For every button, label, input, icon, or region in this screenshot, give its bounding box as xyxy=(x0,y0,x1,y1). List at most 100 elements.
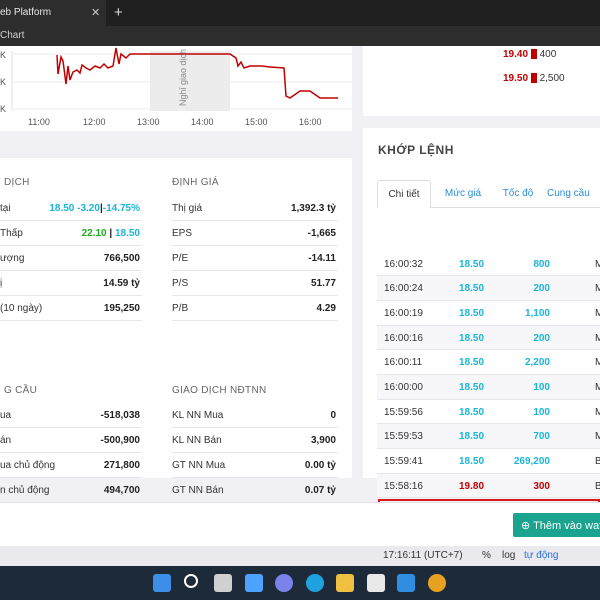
trade-side: M xyxy=(595,283,600,295)
stats-panel: DỊCH ĐỊNH GIÁ tại 18.50 -3.20|-14.75% Th… xyxy=(0,158,352,496)
intraday-chart: K K K Nghỉ giao dịch 11:00 12:00 13:00 1… xyxy=(0,47,352,127)
auto-toggle[interactable]: tự động xyxy=(524,550,559,561)
chrome-icon[interactable] xyxy=(427,574,446,592)
stat-value: 3,900 xyxy=(310,435,336,446)
trade-row: 15:59:53 18.50 700 M xyxy=(377,424,600,450)
trade-row: 15:59:41 18.50 269,200 B xyxy=(377,449,600,474)
x-tick-label: 15:00 xyxy=(245,117,268,127)
tab-speed[interactable]: Tốc độ xyxy=(502,188,534,199)
edge-icon[interactable] xyxy=(305,574,324,592)
stat-row: ua -518,038 xyxy=(0,403,142,428)
stat-row: ượng 766,500 xyxy=(0,246,142,271)
trade-time: 16:00:24 xyxy=(384,283,423,295)
stat-row: GT NN Bán 0.07 tỷ xyxy=(172,478,338,503)
trade-row: 15:59:56 18.50 100 M xyxy=(377,400,600,425)
new-tab-icon[interactable]: + xyxy=(114,4,123,21)
stat-row: ua chủ động 271,800 xyxy=(0,453,142,478)
trade-side: M xyxy=(595,406,600,418)
valuation-section-title: ĐỊNH GIÁ xyxy=(172,177,219,188)
stat-label: Thấp xyxy=(0,228,23,239)
trade-price: 18.50 xyxy=(459,456,485,468)
stat-row: KL NN Bán 3,900 xyxy=(172,428,338,453)
order-book-panel: 19.40 400 19.50 2,500 xyxy=(363,46,600,116)
trade-time: 15:59:41 xyxy=(384,456,423,468)
trade-volume: 1,100 xyxy=(524,307,550,319)
trade-side: B xyxy=(595,480,600,492)
trade-price: 18.50 xyxy=(459,382,485,393)
order-book-row: 19.40 400 xyxy=(503,49,556,60)
matching-tabs: Chi tiết Mức giá Tốc độ Cung cầu xyxy=(377,180,600,208)
y-tick-label: K xyxy=(0,77,6,87)
trade-volume: 700 xyxy=(533,431,550,443)
browser-tab[interactable]: eb Platform ✕ xyxy=(0,0,106,26)
stat-label: ua xyxy=(0,410,12,421)
teams-chat-icon[interactable] xyxy=(275,574,293,592)
percent-toggle[interactable]: % xyxy=(482,550,491,561)
break-label: Nghỉ giao dịch xyxy=(178,49,188,106)
trade-row: 16:00:11 18.50 2,200 M xyxy=(377,350,600,375)
tab-title: eb Platform xyxy=(0,7,52,18)
order-book-row: 19.50 2,500 xyxy=(503,73,565,84)
widgets-icon[interactable] xyxy=(244,574,263,592)
stat-label: P/S xyxy=(172,278,189,289)
address-bar[interactable]: Chart xyxy=(0,26,600,46)
windows-start-icon[interactable] xyxy=(153,574,171,592)
stat-label: ua chủ động xyxy=(0,460,56,471)
x-tick-label: 12:00 xyxy=(83,117,106,127)
file-explorer-icon[interactable] xyxy=(336,574,354,592)
stat-label: EPS xyxy=(172,228,193,239)
stat-row: P/S 51.77 xyxy=(172,271,338,296)
price-series-line xyxy=(56,47,338,99)
trade-side: M xyxy=(595,258,600,270)
mail-icon[interactable] xyxy=(397,574,415,592)
stat-value: -14.11 xyxy=(308,253,336,264)
volume-bar xyxy=(530,49,537,60)
trade-price: 18.50 xyxy=(459,357,485,369)
watchlist-button-label: Thêm vào wat xyxy=(533,520,600,532)
trade-price: 18.50 xyxy=(459,258,485,270)
trade-volume: 800 xyxy=(533,258,550,270)
task-view-icon[interactable] xyxy=(214,574,232,592)
stat-row: Thấp 22.10 | 18.50 xyxy=(0,221,142,246)
stat-value: 195,250 xyxy=(103,303,140,314)
tab-supply-demand[interactable]: Cung cầu xyxy=(547,188,590,199)
log-toggle[interactable]: log xyxy=(502,550,516,561)
trade-side: M xyxy=(595,307,600,319)
trade-side: M xyxy=(595,332,600,344)
stat-row: (10 ngày) 195,250 xyxy=(0,296,142,321)
trade-price: 18.50 xyxy=(459,307,485,319)
stat-row: tại 18.50 -3.20|-14.75% xyxy=(0,196,142,221)
trade-time: 16:00:11 xyxy=(384,357,423,369)
stat-label: GT NN Bán xyxy=(172,485,224,496)
trade-row: 16:00:16 18.50 200 M xyxy=(377,325,600,351)
search-icon[interactable] xyxy=(183,574,198,588)
trade-row: 16:00:19 18.50 1,100 M xyxy=(377,301,600,326)
trade-row: 16:00:00 18.50 100 M xyxy=(377,375,600,400)
bottom-action-bar: ⊕ Thêm vào wat xyxy=(0,502,600,546)
trade-time: 16:00:32 xyxy=(384,258,423,270)
stat-row: KL NN Mua 0 xyxy=(172,403,338,428)
tab-price-level[interactable]: Mức giá xyxy=(444,188,482,199)
stat-label: n chủ động xyxy=(0,485,50,496)
stat-value: 0 xyxy=(330,410,336,421)
stat-label: ị xyxy=(0,278,3,289)
stat-value: 18.50 -3.20|-14.75% xyxy=(49,203,140,214)
stat-row: n chủ động 494,700 xyxy=(0,478,142,503)
stat-value: 22.10 | 18.50 xyxy=(81,228,140,239)
stat-value: 766,500 xyxy=(103,253,140,264)
stat-label: P/B xyxy=(172,303,189,314)
stat-row: EPS -1,665 xyxy=(172,221,338,246)
supply-demand-section-title: G CẦU xyxy=(4,385,38,396)
volume-bar xyxy=(530,73,537,84)
trade-volume: 100 xyxy=(533,406,550,418)
stat-value: 14.59 tỷ xyxy=(103,278,140,289)
trade-time: 16:00:19 xyxy=(384,307,423,319)
store-icon[interactable] xyxy=(366,574,385,592)
trade-side: M xyxy=(595,431,600,443)
close-icon[interactable]: ✕ xyxy=(91,7,101,19)
trade-volume: 200 xyxy=(533,283,550,295)
trade-row: 16:00:32 18.50 800 M xyxy=(377,252,600,277)
add-to-watchlist-button[interactable]: ⊕ Thêm vào wat xyxy=(513,513,600,537)
stat-value: 271,800 xyxy=(103,460,140,471)
tab-detail[interactable]: Chi tiết xyxy=(377,180,431,208)
